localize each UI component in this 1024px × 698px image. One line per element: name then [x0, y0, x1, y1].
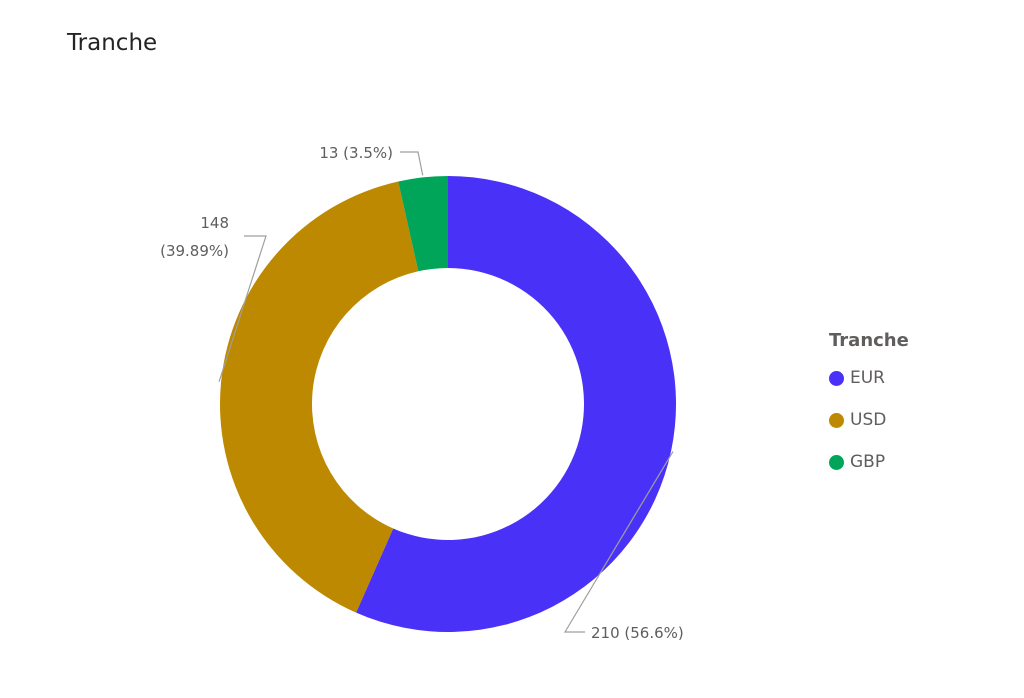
data-label-usd-line-2: (39.89%) [160, 242, 229, 260]
leader-line-eur [563, 451, 674, 633]
slice-eur[interactable] [356, 176, 677, 632]
leader-line-usd [218, 235, 267, 382]
slices-layer [220, 176, 677, 632]
legend-item-usd[interactable]: USD [829, 399, 909, 441]
legend-label-usd: USD [850, 410, 887, 430]
data-label-gbp: 13 (3.5%) [319, 144, 393, 162]
legend-label-eur: EUR [850, 368, 885, 388]
leader-line-gbp [400, 151, 424, 176]
labels-layer: 210 (56.6%) 148 (39.89%) 13 (3.5%) [160, 144, 684, 642]
slice-usd[interactable] [220, 181, 419, 613]
legend-marker-eur [829, 370, 844, 386]
data-label-eur: 210 (56.6%) [591, 624, 684, 642]
legend-title: Tranche [829, 330, 909, 351]
slice-gbp[interactable] [398, 176, 448, 272]
legend: Tranche EUR USD GBP [829, 330, 909, 483]
legend-marker-usd [829, 412, 844, 428]
legend-item-eur[interactable]: EUR [829, 357, 909, 399]
data-label-usd-line-1: 148 [200, 214, 229, 232]
chart-title: Tranche [67, 30, 158, 56]
legend-label-gbp: GBP [850, 452, 886, 472]
legend-item-gbp[interactable]: GBP [829, 441, 909, 483]
legend-marker-gbp [829, 454, 844, 470]
